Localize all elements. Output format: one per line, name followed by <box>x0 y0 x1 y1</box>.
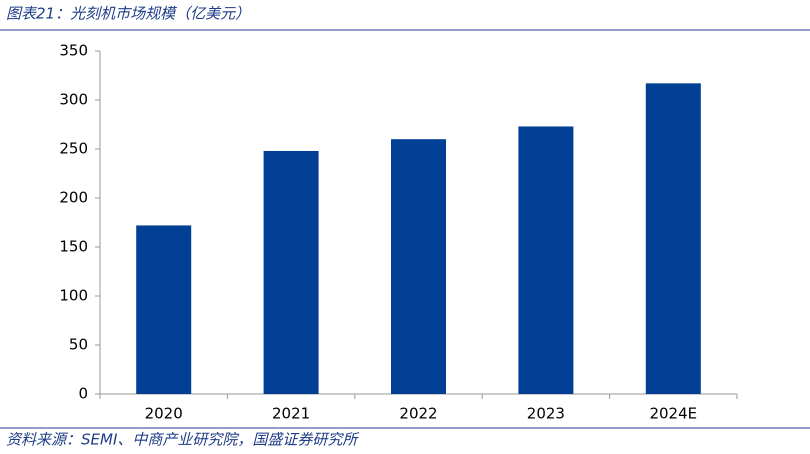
x-tick-label: 2022 <box>399 405 437 423</box>
y-tick-label: 100 <box>59 287 88 305</box>
y-tick-label: 0 <box>78 385 88 403</box>
y-tick-label: 150 <box>59 238 88 256</box>
y-tick-label: 250 <box>59 140 88 158</box>
x-tick-label: 2021 <box>272 405 310 423</box>
bar <box>263 150 319 394</box>
bar <box>391 139 446 394</box>
chart-title: 图表21：光刻机市场规模（亿美元） <box>6 5 250 23</box>
y-tick-label: 300 <box>59 91 88 109</box>
source-note: 资料来源：SEMI、中商产业研究院，国盛证券研究所 <box>6 431 359 449</box>
bar <box>518 126 574 395</box>
x-tick-label: 2023 <box>527 405 565 423</box>
y-tick-label: 50 <box>69 336 88 354</box>
bar <box>136 225 192 394</box>
y-tick-label: 200 <box>59 189 88 207</box>
x-tick-label: 2024E <box>649 405 697 423</box>
x-tick-label: 2020 <box>145 405 183 423</box>
y-tick-label: 350 <box>59 42 88 60</box>
bar <box>645 83 701 394</box>
